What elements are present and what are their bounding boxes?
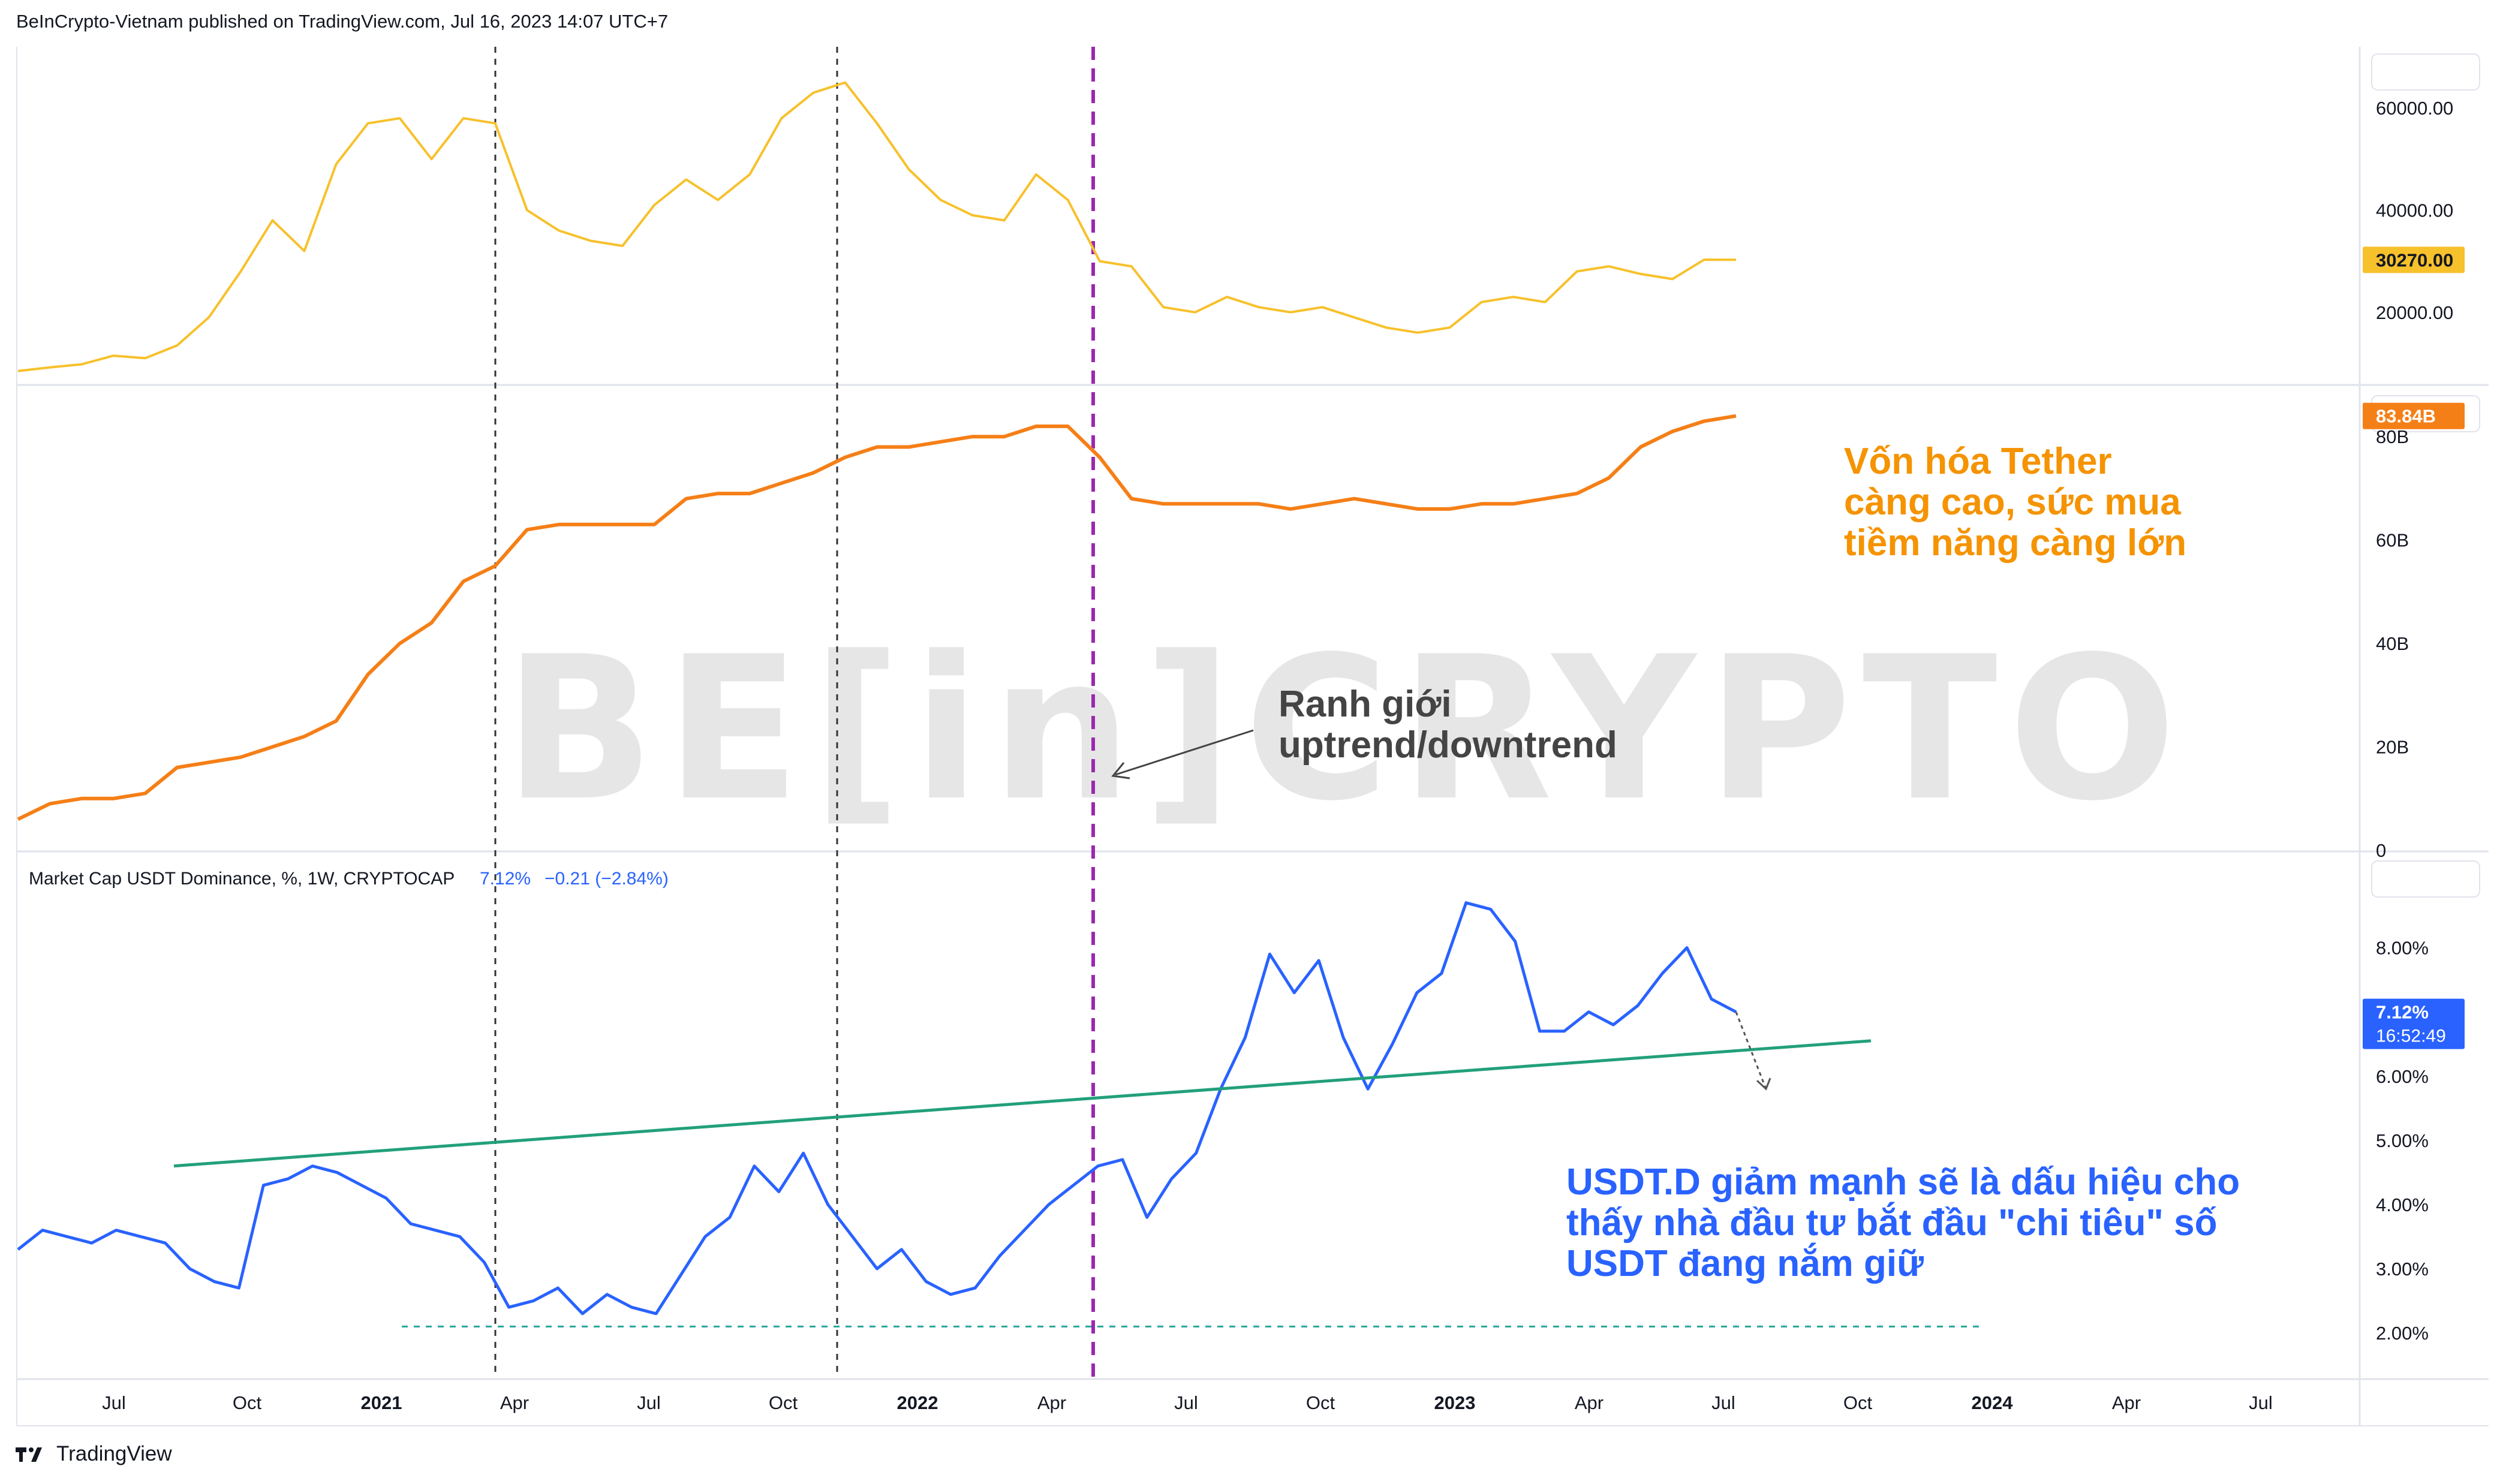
indicator-legend-value: 7.12% bbox=[480, 869, 531, 889]
annotation-text: Vốn hóa Tether bbox=[1844, 441, 2112, 482]
y-axis-tick-label: 60000.00 bbox=[2376, 98, 2453, 119]
x-axis-tick-label: 2022 bbox=[897, 1392, 938, 1413]
annotation-text: tiềm năng càng lớn bbox=[1844, 522, 2186, 564]
x-axis-tick-label: Jul bbox=[637, 1392, 661, 1413]
y-axis-tick-label: 80B bbox=[2376, 426, 2409, 447]
annotation-text: càng cao, sức mua bbox=[1844, 481, 2181, 523]
tradingview-footer[interactable]: TradingView bbox=[14, 1442, 172, 1466]
indicator-legend-change: −0.21 (−2.84%) bbox=[544, 869, 669, 889]
annotation-pointer-arrowhead bbox=[1111, 762, 1130, 779]
y-axis-tick-label: 40000.00 bbox=[2376, 200, 2453, 221]
y-axis-tick-label: 6.00% bbox=[2376, 1066, 2429, 1087]
annotation-pointer-line bbox=[1115, 729, 1254, 776]
x-axis-tick-label: 2021 bbox=[361, 1392, 402, 1413]
footer-brand: TradingView bbox=[56, 1442, 172, 1465]
last-value-badge bbox=[2363, 402, 2465, 429]
last-value-label: 7.12% bbox=[2376, 1002, 2429, 1023]
x-axis-tick-label: Oct bbox=[1306, 1392, 1335, 1413]
x-axis-tick-label: Oct bbox=[769, 1392, 798, 1413]
x-axis-tick-label: Jul bbox=[2249, 1392, 2273, 1413]
x-axis-tick-label: Oct bbox=[233, 1392, 262, 1413]
annotation-text: USDT.D giảm mạnh sẽ là dấu hiệu cho bbox=[1566, 1161, 2240, 1203]
y-axis-tick-label: 40B bbox=[2376, 633, 2409, 654]
pane-scale-button bbox=[2371, 860, 2480, 898]
series-line-tether_marketcap bbox=[17, 414, 1737, 821]
y-axis-tick-label: 5.00% bbox=[2376, 1130, 2429, 1151]
last-value-badge bbox=[2363, 246, 2465, 273]
bar-countdown: 16:52:49 bbox=[2376, 1027, 2446, 1046]
last-value-label: 30270.00 bbox=[2376, 249, 2453, 270]
annotation-text: thấy nhà đầu tư bắt đầu "chi tiêu" số bbox=[1566, 1202, 2217, 1244]
y-axis-tick-label: 60B bbox=[2376, 530, 2409, 551]
y-axis-tick-label: 2.00% bbox=[2376, 1323, 2429, 1344]
pane-scale-button bbox=[2371, 53, 2480, 91]
series-line-btc bbox=[17, 81, 1737, 372]
x-axis-tick-label: 2024 bbox=[1972, 1392, 2014, 1413]
x-axis-tick-label: Apr bbox=[2112, 1392, 2141, 1413]
watermark-text: BE[in]CRYPTO bbox=[504, 614, 2187, 844]
ascending-trendline bbox=[173, 1039, 1872, 1168]
y-axis-tick-label: 0 bbox=[2376, 840, 2386, 861]
x-axis-tick-label: Jul bbox=[102, 1392, 126, 1413]
annotation-text: Ranh giới bbox=[1278, 684, 1452, 725]
y-axis-tick-label: 8.00% bbox=[2376, 938, 2429, 959]
series-line-usdt_dominance bbox=[17, 901, 1737, 1316]
x-axis-tick-label: Apr bbox=[500, 1392, 529, 1413]
x-axis-tick-label: Apr bbox=[1575, 1392, 1604, 1413]
x-axis-tick-label: Jul bbox=[1711, 1392, 1735, 1413]
indicator-legend-title: Market Cap USDT Dominance, %, 1W, CRYPTO… bbox=[29, 869, 455, 889]
y-axis-tick-label: 20B bbox=[2376, 737, 2409, 758]
last-value-badge bbox=[2363, 998, 2465, 1049]
annotation-text: uptrend/downtrend bbox=[1278, 724, 1617, 766]
y-axis-tick-label: 3.00% bbox=[2376, 1259, 2429, 1280]
y-axis-tick-label: 4.00% bbox=[2376, 1194, 2429, 1215]
x-axis-tick-label: Oct bbox=[1843, 1392, 1873, 1413]
published-header: BeInCrypto-Vietnam published on TradingV… bbox=[16, 11, 669, 32]
x-axis-tick-label: 2023 bbox=[1434, 1392, 1476, 1413]
tradingview-logo-icon bbox=[16, 1447, 42, 1462]
last-value-label: 83.84B bbox=[2376, 406, 2436, 427]
x-axis-tick-label: Jul bbox=[1174, 1392, 1198, 1413]
x-axis-tick-label: Apr bbox=[1037, 1392, 1066, 1413]
projection-arrowhead bbox=[1756, 1077, 1771, 1091]
y-axis-tick-label: 20000.00 bbox=[2376, 302, 2453, 323]
annotation-text: USDT đang nắm giữ bbox=[1566, 1243, 1924, 1284]
